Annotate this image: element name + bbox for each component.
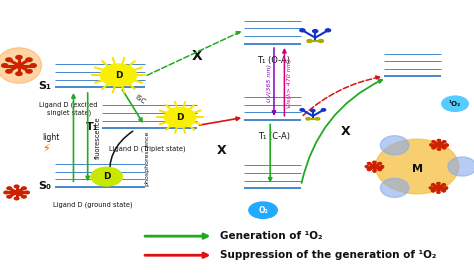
Text: D: D — [176, 113, 184, 122]
Text: Generation of ¹O₂: Generation of ¹O₂ — [220, 231, 323, 241]
Ellipse shape — [380, 136, 409, 155]
Circle shape — [6, 70, 12, 73]
Circle shape — [380, 165, 384, 168]
Circle shape — [437, 186, 440, 189]
Text: M: M — [411, 164, 423, 174]
Circle shape — [445, 144, 448, 146]
Circle shape — [326, 29, 330, 32]
Circle shape — [373, 170, 376, 172]
Text: light: light — [43, 133, 60, 142]
Circle shape — [313, 30, 318, 32]
Text: fluorescence: fluorescence — [95, 117, 101, 159]
Text: T₁ (C-A): T₁ (C-A) — [258, 132, 290, 141]
Circle shape — [378, 169, 382, 171]
Text: Ligand D (Triplet state): Ligand D (Triplet state) — [109, 146, 185, 152]
Text: UV(365 nm): UV(365 nm) — [267, 64, 272, 102]
Text: X: X — [191, 49, 202, 63]
Circle shape — [249, 202, 277, 218]
Circle shape — [6, 58, 12, 61]
Circle shape — [442, 190, 446, 192]
Circle shape — [437, 148, 441, 150]
Circle shape — [429, 144, 433, 146]
Ellipse shape — [164, 108, 196, 127]
Circle shape — [378, 162, 382, 164]
Text: Vis(λ> 470 nm): Vis(λ> 470 nm) — [287, 59, 292, 108]
Circle shape — [300, 109, 304, 111]
Circle shape — [437, 140, 441, 141]
Circle shape — [373, 165, 376, 168]
Text: Ligand D (excited
singlet state): Ligand D (excited singlet state) — [39, 102, 98, 117]
Circle shape — [432, 141, 435, 143]
Ellipse shape — [0, 48, 42, 83]
Circle shape — [442, 184, 446, 186]
Circle shape — [26, 70, 32, 73]
Circle shape — [319, 40, 323, 42]
Circle shape — [367, 169, 371, 171]
Circle shape — [306, 117, 310, 120]
Circle shape — [16, 55, 22, 59]
Circle shape — [316, 117, 319, 120]
Text: O₂: O₂ — [258, 206, 268, 215]
Text: ⚡: ⚡ — [42, 144, 49, 154]
Text: T₁ (O-A): T₁ (O-A) — [257, 56, 291, 64]
Circle shape — [25, 191, 29, 194]
Circle shape — [429, 187, 433, 189]
Text: S₁: S₁ — [38, 81, 51, 91]
Ellipse shape — [100, 64, 137, 86]
Text: Suppression of the generation of ¹O₂: Suppression of the generation of ¹O₂ — [220, 250, 437, 260]
Circle shape — [4, 191, 9, 194]
Text: T₁: T₁ — [86, 122, 99, 132]
Text: X: X — [217, 144, 227, 157]
Ellipse shape — [91, 167, 122, 186]
Ellipse shape — [375, 139, 459, 194]
Circle shape — [22, 195, 26, 198]
Circle shape — [16, 72, 22, 76]
Circle shape — [14, 197, 19, 200]
Circle shape — [442, 96, 468, 111]
Text: S₀: S₀ — [38, 181, 51, 191]
Circle shape — [7, 187, 11, 189]
Text: phosphorescence: phosphorescence — [145, 131, 150, 186]
Circle shape — [14, 191, 19, 194]
Circle shape — [1, 64, 8, 67]
Circle shape — [7, 195, 11, 198]
Text: D: D — [103, 172, 110, 181]
Circle shape — [15, 63, 23, 68]
Circle shape — [30, 64, 36, 67]
Text: ¹O₂: ¹O₂ — [449, 101, 461, 107]
Circle shape — [26, 58, 32, 61]
Text: Ligand D (ground state): Ligand D (ground state) — [53, 201, 132, 208]
Circle shape — [444, 187, 448, 189]
Ellipse shape — [448, 157, 474, 176]
Ellipse shape — [380, 178, 409, 197]
Circle shape — [22, 187, 26, 189]
Circle shape — [307, 40, 312, 42]
Text: X: X — [341, 124, 351, 138]
Circle shape — [437, 191, 440, 193]
Circle shape — [365, 165, 369, 168]
Circle shape — [437, 182, 440, 184]
Circle shape — [432, 147, 435, 149]
Circle shape — [300, 29, 305, 32]
Circle shape — [367, 162, 371, 164]
Text: D: D — [115, 71, 122, 79]
Circle shape — [14, 185, 19, 188]
Circle shape — [431, 190, 435, 192]
Circle shape — [321, 109, 326, 111]
Circle shape — [431, 184, 435, 186]
Text: ISC: ISC — [134, 94, 146, 105]
Circle shape — [311, 109, 315, 112]
Circle shape — [443, 141, 446, 143]
Circle shape — [373, 161, 376, 163]
Circle shape — [443, 147, 446, 149]
Circle shape — [437, 144, 441, 146]
